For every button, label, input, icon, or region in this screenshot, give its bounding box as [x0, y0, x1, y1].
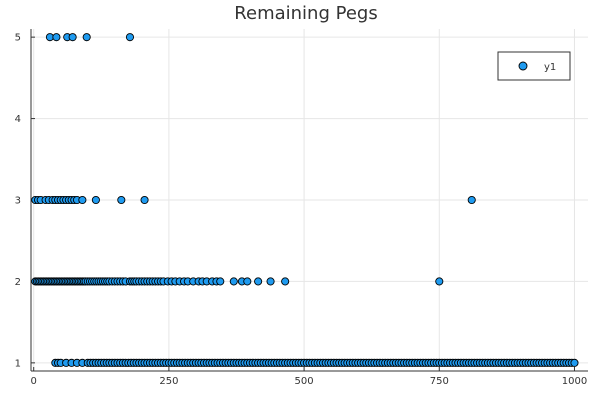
y-tick-label: 4	[15, 114, 21, 125]
y-tick-label: 1	[15, 358, 21, 369]
data-point	[52, 33, 61, 42]
data-point	[254, 277, 263, 286]
legend-label: y1	[544, 62, 556, 73]
data-point	[125, 33, 135, 42]
data-point	[281, 277, 290, 286]
data-point	[68, 33, 77, 42]
data-point	[78, 195, 87, 205]
x-tick-label: 500	[295, 376, 314, 387]
data-point	[82, 33, 91, 42]
data-points	[31, 33, 579, 367]
data-point	[140, 195, 149, 205]
x-tick-label: 750	[430, 376, 449, 387]
y-tick-label: 2	[15, 277, 21, 288]
data-point	[229, 277, 238, 286]
x-tick-label: 250	[159, 376, 178, 387]
data-point	[570, 358, 579, 367]
data-point	[243, 277, 252, 286]
legend-box	[497, 51, 571, 81]
data-point	[91, 195, 100, 205]
x-tick-label: 1000	[562, 376, 587, 387]
chart-title: Remaining Pegs	[234, 3, 377, 24]
y-tick-label: 5	[15, 33, 21, 44]
data-point	[117, 195, 126, 205]
tick-labels: 0 250 500 750 1000 1 2 3 4 5	[15, 33, 588, 387]
data-point	[216, 277, 225, 286]
x-tick-label: 0	[31, 376, 37, 387]
data-point	[435, 277, 444, 286]
legend: y1	[497, 51, 571, 81]
data-point	[467, 195, 476, 205]
legend-marker	[518, 61, 528, 71]
y-tick-label: 3	[15, 196, 21, 207]
data-point	[266, 277, 275, 286]
